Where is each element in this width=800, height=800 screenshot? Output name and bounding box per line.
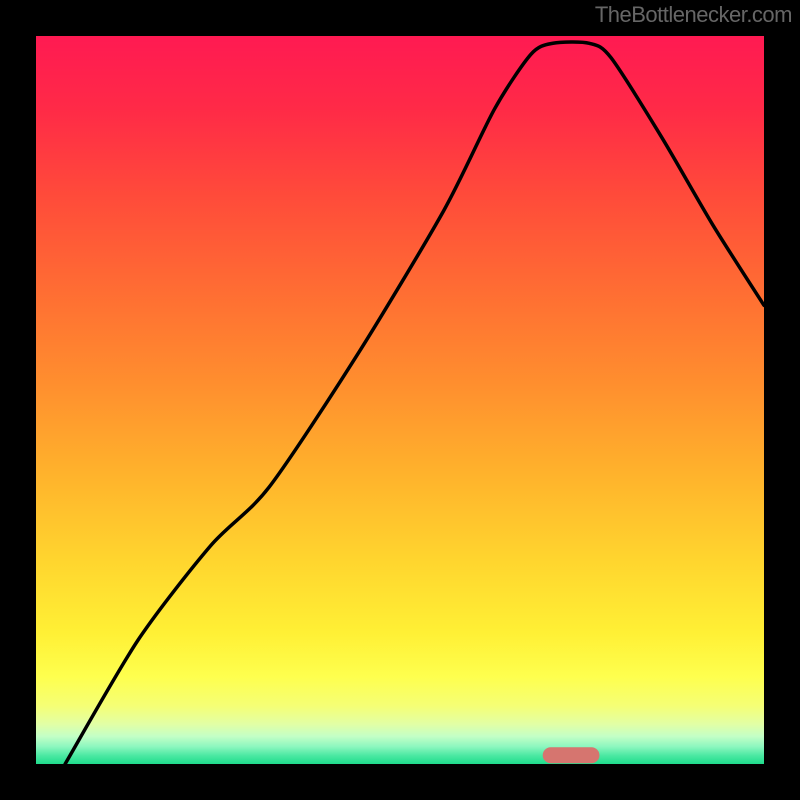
chart-svg [36, 36, 764, 764]
bottleneck-marker [543, 747, 600, 763]
plot-area [36, 36, 764, 764]
gradient-background [36, 36, 764, 764]
watermark-text: TheBottlenecker.com [595, 2, 792, 28]
chart-container: TheBottlenecker.com [0, 0, 800, 800]
